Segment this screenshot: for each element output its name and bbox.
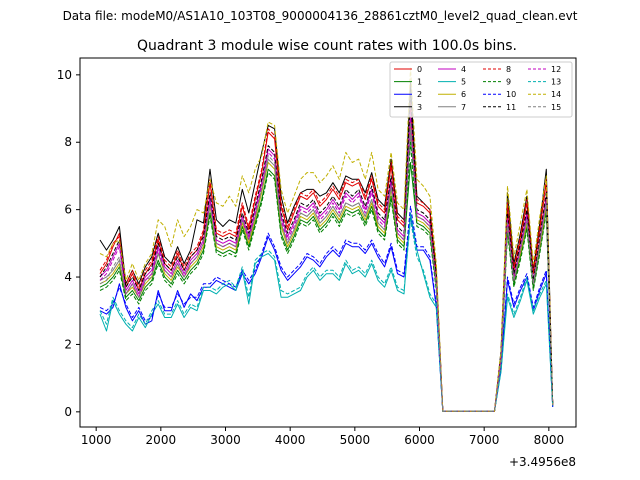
x-tick-label: 6000 [404, 433, 435, 447]
legend-label-7: 7 [461, 103, 466, 112]
figure-suptitle: Data file: modeM0/AS1A10_103T08_90000041… [63, 9, 578, 23]
x-tick-label: 4000 [275, 433, 306, 447]
x-tick-label: 2000 [146, 433, 177, 447]
x-tick-label: 1000 [81, 433, 112, 447]
y-tick-label: 6 [64, 203, 72, 217]
x-tick-label: 3000 [210, 433, 241, 447]
legend-label-1: 1 [417, 78, 422, 87]
legend-label-12: 12 [551, 65, 561, 74]
legend-label-11: 11 [506, 103, 516, 112]
chart-title: Quadrant 3 module wise count rates with … [137, 38, 517, 54]
legend-label-2: 2 [417, 90, 422, 99]
legend-label-9: 9 [506, 78, 511, 87]
legend-label-4: 4 [461, 65, 466, 74]
x-tick-label: 8000 [534, 433, 565, 447]
series-line-9 [99, 141, 554, 412]
y-tick-label: 8 [64, 135, 72, 149]
legend-label-0: 0 [417, 65, 422, 74]
x-tick-label: 7000 [469, 433, 500, 447]
legend-label-14: 14 [551, 90, 561, 99]
legend-box [389, 61, 573, 118]
legend-label-8: 8 [506, 65, 511, 74]
legend-label-3: 3 [417, 103, 422, 112]
y-tick-label: 2 [64, 337, 72, 351]
legend-label-10: 10 [506, 90, 516, 99]
x-tick-label: 5000 [340, 433, 371, 447]
y-axis: 0 2 4 6 8 10 [57, 68, 80, 419]
legend-label-13: 13 [551, 78, 561, 87]
x-offset-label: +3.4956e8 [509, 455, 576, 469]
series-line-14 [99, 67, 554, 412]
legend-label-5: 5 [461, 78, 466, 87]
y-tick-label: 4 [64, 270, 72, 284]
x-axis: 1000 2000 3000 4000 5000 6000 7000 8000 [81, 427, 564, 447]
series-line-13 [99, 219, 554, 412]
y-tick-label: 10 [57, 68, 72, 82]
series-line-15 [99, 121, 554, 412]
legend-label-15: 15 [551, 103, 561, 112]
plot-frame [79, 57, 577, 428]
legend-label-6: 6 [461, 90, 466, 99]
y-tick-label: 0 [64, 405, 72, 419]
series-layer [99, 67, 554, 412]
